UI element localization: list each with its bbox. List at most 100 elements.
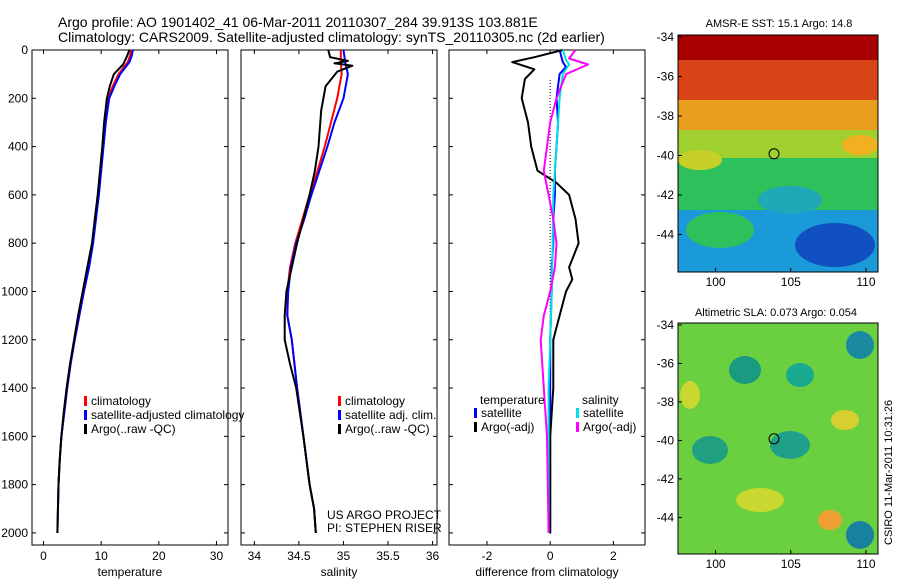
sla-eddy-5	[770, 431, 810, 459]
xtick-label: 35	[337, 549, 351, 563]
legend-label-climatology: climatology	[91, 394, 151, 408]
csiro-timestamp: CSIRO 11-Mar-2011 10:31:26	[883, 400, 895, 545]
map-xtick-label: 110	[856, 275, 875, 289]
xtick-label: -2	[482, 549, 493, 563]
sst-band-yellow	[678, 100, 878, 130]
series-line-argo-raw-qc	[56, 49, 131, 533]
attribution-line-2: PI: STEPHEN RISER	[327, 521, 442, 535]
xtick-label: 34	[248, 549, 262, 563]
series-line-temperature-argo-adj	[511, 49, 580, 533]
map-ytick-label: -44	[657, 227, 675, 241]
difference-panel: -2 0 2 difference from climatology tempera…	[448, 49, 646, 579]
temperature-panel: 0 10 20 30 0 200 400 600 800 1000 1200 1400 1600 1800…	[1, 43, 244, 579]
map-ytick-label: -38	[657, 395, 675, 409]
temperature-axes: 0 10 20 30 0 200 400 600 800 1000 1200 1400 1600 1800…	[1, 43, 228, 563]
map-ytick-label: -38	[657, 109, 675, 123]
sst-heatmap-image	[678, 35, 878, 272]
legend-swatch-sal-argo-diff	[576, 422, 579, 432]
legend-label-argo: Argo(..raw -QC)	[91, 422, 176, 436]
sla-eddy-4	[692, 436, 728, 464]
sst-map-title: AMSR-E SST: 15.1 Argo: 14.8	[706, 18, 853, 30]
map-ytick-label: -42	[657, 188, 675, 202]
map-xtick-label: 100	[706, 557, 726, 571]
ytick-label: 800	[8, 236, 28, 250]
sla-heatmap-image	[678, 323, 878, 554]
salinity-lines	[283, 49, 354, 533]
sla-eddy-1	[729, 356, 761, 384]
legend-label-sal-argo: Argo(..raw -QC)	[345, 422, 430, 436]
xtick-label: 0	[40, 549, 47, 563]
xtick-label: 0	[547, 549, 554, 563]
difference-legend: temperature salinity satellite Argo(-adj…	[474, 393, 636, 434]
salinity-axes: 34 34.5 35 35.5 36	[241, 49, 440, 563]
xtick-label: 35.5	[376, 549, 400, 563]
ytick-label: 600	[8, 188, 28, 202]
map-ytick-label: -40	[657, 148, 675, 162]
ytick-label: 400	[8, 140, 28, 154]
sst-patch-yellow-east	[842, 135, 878, 155]
salinity-legend: climatology satellite adj. clim. Argo(..…	[338, 394, 436, 436]
xtick-label: 10	[94, 549, 108, 563]
series-line-satellite-adjusted-climatology	[56, 49, 134, 533]
sst-patch-teal	[758, 186, 822, 214]
xtick-label: 30	[210, 549, 224, 563]
legend-label-sal-argo-diff: Argo(-adj)	[583, 420, 636, 434]
map-ytick-label: -36	[657, 356, 675, 370]
xtick-label: 34.5	[287, 549, 311, 563]
legend-label-sal-sat-diff: satellite	[583, 406, 624, 420]
sst-map-frame	[677, 34, 879, 273]
temperature-lines	[56, 49, 134, 533]
legend-swatch-satellite-adjusted	[84, 410, 87, 420]
sla-high-2	[818, 510, 842, 530]
difference-axes: -2 0 2	[449, 49, 645, 563]
legend-swatch-sal-satellite	[338, 410, 341, 420]
map-xtick-label: 100	[706, 275, 726, 289]
map-ytick-label: -34	[657, 30, 675, 44]
header-line-1: Argo profile: AO 1901402_41 06-Mar-2011 …	[58, 14, 538, 30]
map-ytick-label: -42	[657, 472, 675, 486]
salinity-panel: 34 34.5 35 35.5 36 salinity climatology sate…	[240, 49, 442, 579]
series-line-climatology	[56, 49, 133, 533]
sla-float-location-marker	[768, 433, 780, 445]
temperature-plot-frame	[31, 49, 229, 546]
sst-map-panel: AMSR-E SST: 15.1 Argo: 14.8 100 105 110 -34…	[657, 18, 879, 289]
legend-label-sal-climatology: climatology	[345, 394, 405, 408]
sst-map-axes: 100 105 110 -34 -36 -38 -40 -42 -44	[657, 30, 876, 289]
sst-patch-green-west	[686, 212, 754, 248]
temperature-legend: climatology satellite-adjusted climatolo…	[84, 394, 244, 436]
sst-patch-blue-east	[795, 223, 875, 267]
ytick-label: 1600	[1, 429, 28, 443]
ytick-label: 1200	[1, 333, 28, 347]
xtick-label: 36	[426, 549, 440, 563]
ytick-label: 1800	[1, 478, 28, 492]
sla-map-axes: 100 105 110 -34 -36 -38 -40 -42 -44	[657, 318, 876, 571]
salinity-xlabel: salinity	[321, 565, 358, 579]
map-xtick-label: 110	[856, 557, 875, 571]
difference-xlabel: difference from climatology	[475, 565, 618, 579]
ytick-label: 1000	[1, 284, 28, 298]
ytick-label: 200	[8, 91, 28, 105]
legend-label-temp-argo: Argo(-adj)	[481, 420, 534, 434]
legend-label-temp-satellite: satellite	[481, 406, 522, 420]
sla-map-title: Altimetric SLA: 0.073 Argo: 0.054	[695, 307, 857, 319]
temperature-xlabel: temperature	[98, 565, 163, 579]
header-line-2: Climatology: CARS2009. Satellite-adjuste…	[58, 29, 605, 45]
legend-swatch-argo	[84, 424, 87, 434]
map-ytick-label: -44	[657, 510, 675, 524]
legend-swatch-temp-argo	[474, 422, 477, 432]
legend-swatch-sal-sat-diff	[576, 408, 579, 418]
difference-lines	[511, 49, 590, 533]
sst-float-location-marker	[768, 148, 780, 160]
legend-title-temperature: temperature	[480, 393, 545, 407]
map-ytick-label: -40	[657, 433, 675, 447]
sla-eddy-3	[846, 331, 874, 359]
sla-high-3	[831, 410, 859, 430]
sla-high-1	[736, 488, 784, 512]
series-line-salinity-argo-adj	[539, 49, 590, 533]
series-line-satellite-adj-clim	[286, 49, 349, 533]
sla-eddy-6	[846, 521, 874, 549]
map-ytick-label: -34	[657, 318, 675, 332]
ytick-label: 2000	[1, 526, 28, 540]
legend-swatch-climatology	[84, 396, 87, 406]
